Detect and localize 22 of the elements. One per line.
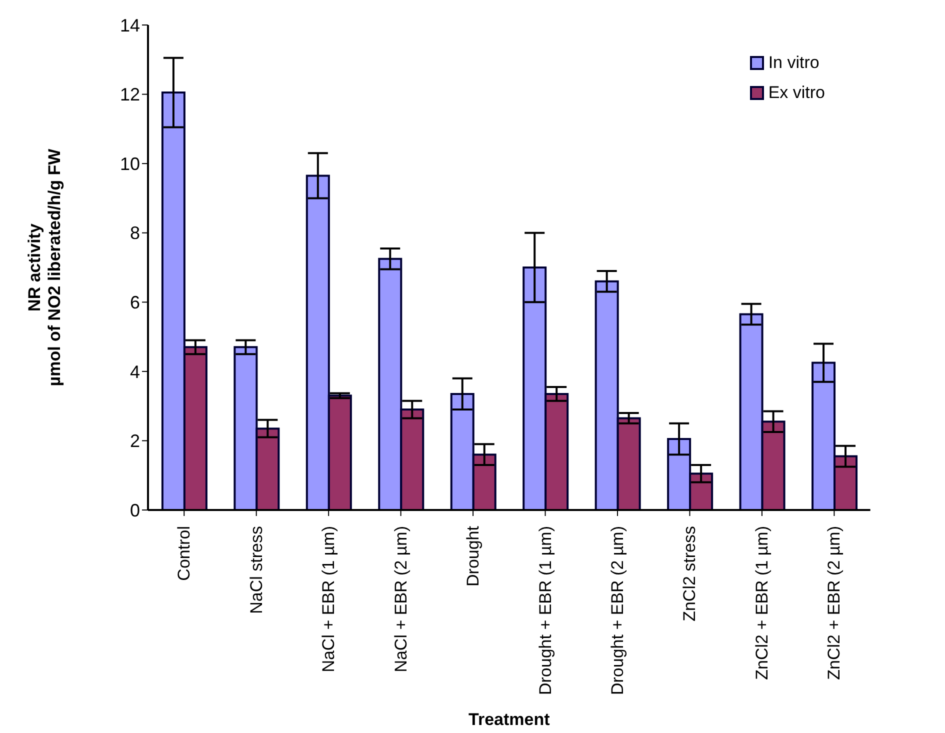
y-tick-label: 0: [130, 500, 140, 520]
x-tick-label: NaCl + EBR (1 µm): [319, 526, 338, 672]
y-tick-label: 8: [130, 223, 140, 244]
x-tick-label: NaCl + EBR (2 µm): [391, 526, 410, 672]
y-tick-label: 6: [130, 292, 140, 313]
x-tick-label: Drought + EBR (2 µm): [608, 526, 628, 695]
x-tick-label: Drought + EBR (1 µm): [536, 526, 555, 695]
x-tick-label: ZnCl2 stress: [680, 526, 700, 622]
legend-label: Ex vitro: [768, 82, 825, 104]
y-tick-label: 12: [120, 84, 140, 105]
x-tick-label: NaCl stress: [246, 526, 266, 614]
x-tick-label: Control: [174, 526, 194, 581]
x-axis-title: Treatment: [468, 710, 550, 729]
y-tick-label: 2: [130, 431, 140, 452]
y-tick-label: 10: [120, 154, 140, 174]
y-axis-title: NR activity µmol of NO2 liberated/h/g FW: [25, 148, 64, 386]
y-tick-label: 14: [120, 15, 140, 36]
x-tick-label: ZnCl2 + EBR (1 µm): [752, 526, 772, 680]
x-tick-label: ZnCl2 + EBR (2 µm): [824, 526, 844, 680]
y-tick-label: 4: [130, 362, 140, 382]
legend-label: In vitro: [768, 52, 820, 74]
x-tick-label: Drought: [464, 526, 483, 586]
